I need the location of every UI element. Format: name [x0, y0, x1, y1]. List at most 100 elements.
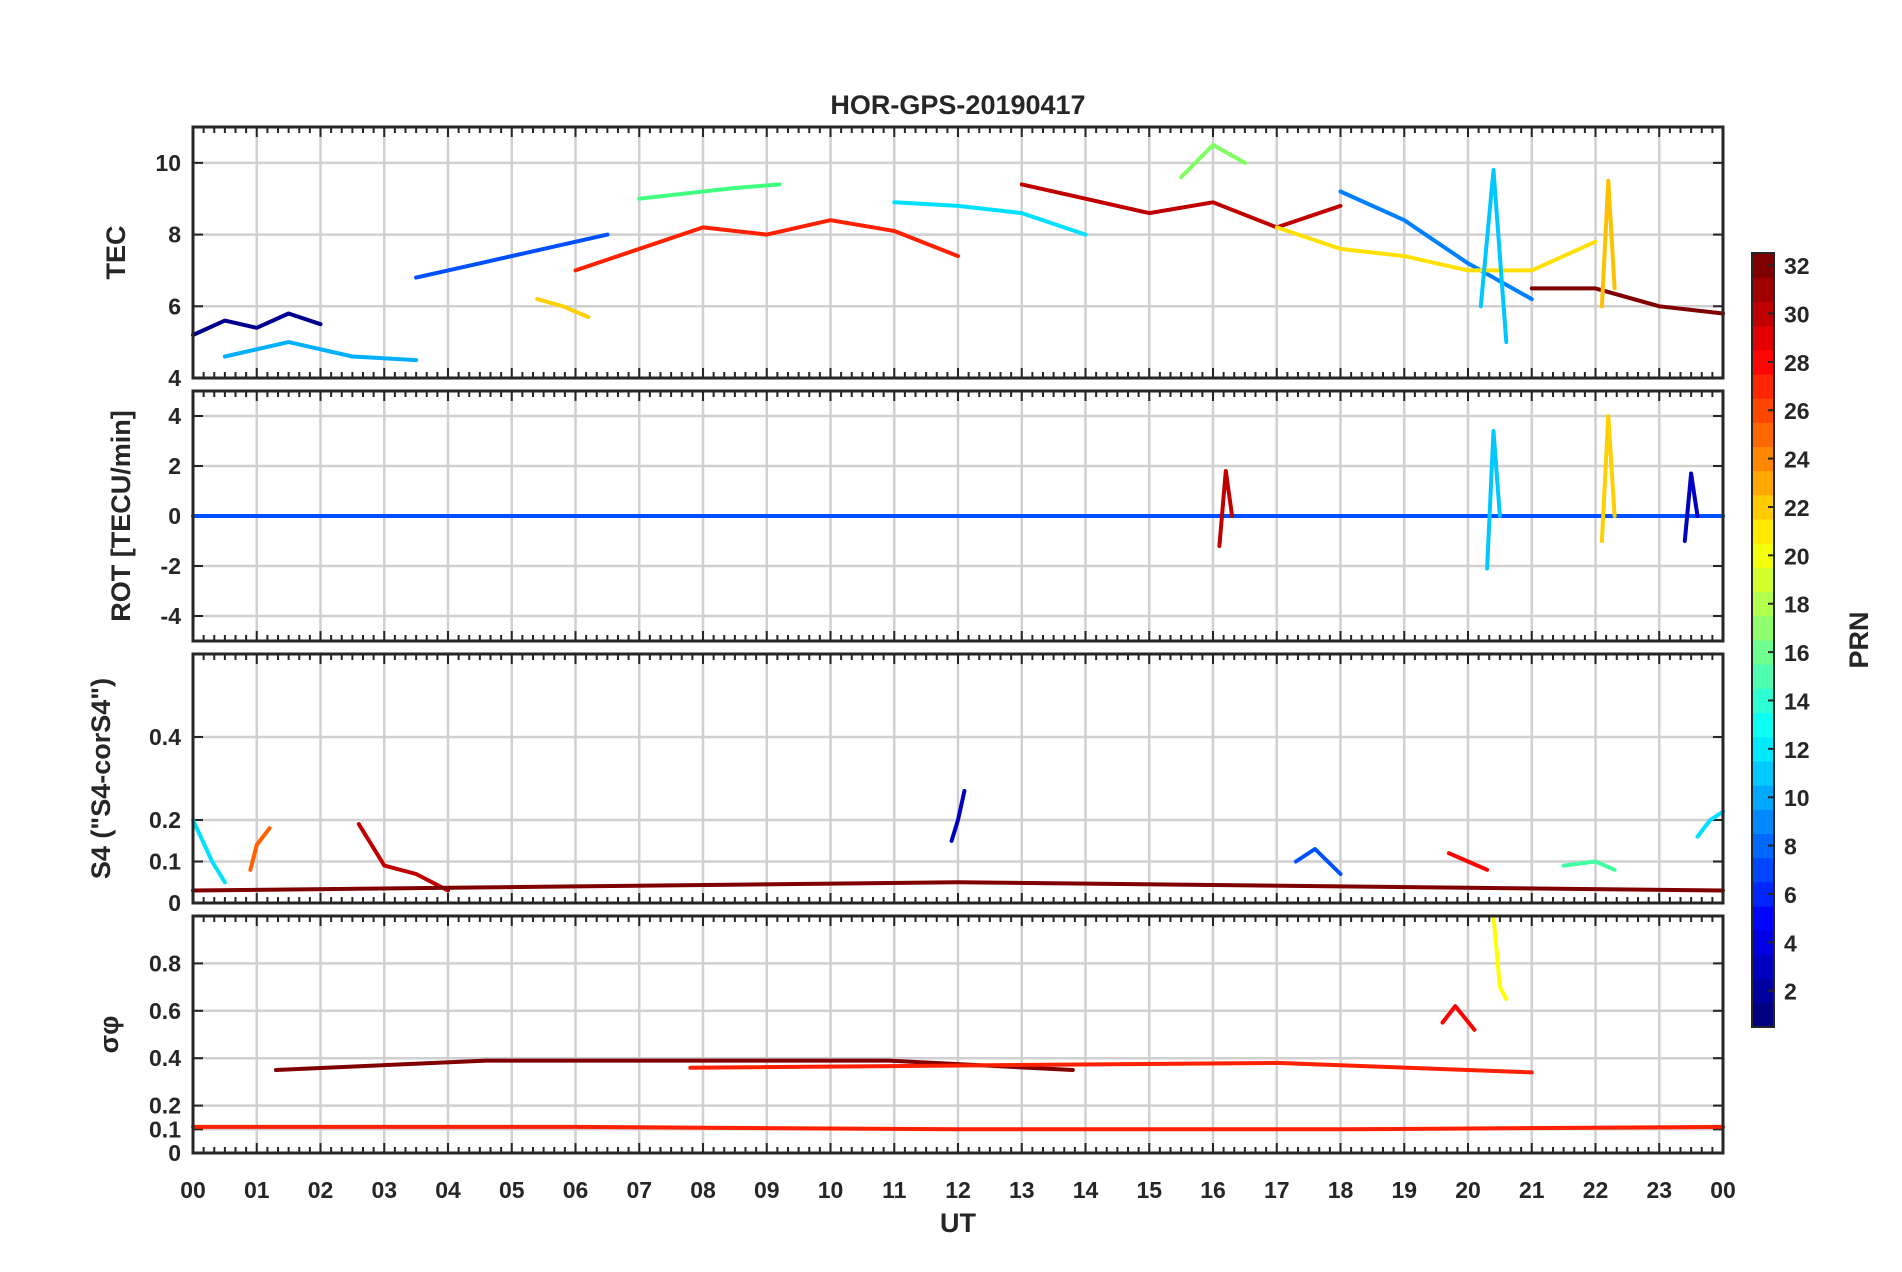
colorbar-tick-label: 26: [1784, 398, 1810, 424]
series-line: [1529, 286, 1725, 316]
colorbar-tick-label: 32: [1784, 253, 1810, 279]
series-line: [1019, 182, 1343, 230]
colorbar-segment: [1752, 785, 1774, 810]
x-tick-label: 09: [754, 1177, 780, 1203]
y-tick-label: 0.2: [149, 1093, 181, 1119]
series-line: [248, 826, 272, 872]
rot-panel: -4 -2 0 2 4 ROT [TECU/min]: [106, 389, 1725, 643]
x-tick-label: 18: [1328, 1177, 1354, 1203]
series-line: [191, 1124, 1725, 1132]
y-tick-label: 2: [168, 453, 181, 479]
series-line: [1599, 178, 1617, 309]
y-tick-label: 6: [168, 293, 181, 319]
y-tick-label: 0.8: [149, 950, 181, 976]
series-line: [1491, 914, 1509, 1001]
x-tick-label: 04: [435, 1177, 461, 1203]
x-tick-label: 01: [244, 1177, 270, 1203]
colorbar-segment: [1752, 833, 1774, 859]
x-tick-label: 21: [1519, 1177, 1545, 1203]
series-line: [573, 218, 960, 273]
x-tick-label: 20: [1455, 1177, 1481, 1203]
sigma-phi-panel: 00 01 02 03 04 05 06 07 08 09 10 11 12 13 14 15 16 17 18 19…: [94, 914, 1736, 1203]
s4-panel: 0 0.1 0.2 0.4 S4 ("S4-corS4"): [86, 652, 1725, 916]
colorbar-segment: [1752, 881, 1774, 907]
series-line: [1561, 859, 1617, 872]
colorbar-tick-label: 24: [1784, 447, 1810, 473]
x-tick-label: 19: [1391, 1177, 1417, 1203]
y-tick-label: 0: [168, 1140, 181, 1166]
series-line: [191, 311, 323, 337]
y-tick-label: 0: [168, 890, 181, 916]
colorbar-tick-label: 22: [1784, 495, 1810, 521]
y-tick-label: 4: [168, 403, 181, 429]
series-line: [222, 340, 419, 363]
x-tick-label: 14: [1073, 1177, 1099, 1203]
y-axis-label: ROT [TECU/min]: [106, 410, 136, 621]
colorbar-segment: [1752, 494, 1774, 520]
colorbar-segment: [1752, 640, 1774, 665]
x-tick-label: 00: [1710, 1177, 1736, 1203]
colorbar-segment: [1752, 325, 1774, 351]
x-tick-label: 23: [1646, 1177, 1672, 1203]
colorbar-segment: [1752, 930, 1774, 955]
y-tick-label: 0.1: [149, 1116, 181, 1142]
y-tick-label: 0.4: [149, 724, 181, 750]
series-line: [1217, 469, 1235, 548]
y-tick-label: -2: [161, 553, 181, 579]
colorbar-segment: [1752, 470, 1774, 496]
x-tick-label: 22: [1583, 1177, 1609, 1203]
axes-frame: [191, 125, 1725, 380]
colorbar-segment: [1752, 253, 1774, 278]
colorbar-segment: [1752, 373, 1774, 399]
y-tick-label: 0.4: [149, 1045, 181, 1071]
colorbar-segment: [1752, 954, 1774, 980]
colorbar-segment: [1752, 857, 1774, 883]
x-tick-label: 05: [499, 1177, 525, 1203]
colorbar-tick-label: 2: [1784, 979, 1797, 1005]
series-line: [1599, 414, 1617, 543]
colorbar-segment: [1752, 1002, 1774, 1028]
x-tick-label: 08: [690, 1177, 716, 1203]
colorbar-segment: [1752, 301, 1774, 327]
colorbar-tick-label: 4: [1784, 930, 1797, 956]
series-line: [688, 1060, 1534, 1075]
series-line: [637, 182, 782, 201]
y-tick-label: 0.1: [149, 849, 181, 875]
y-tick-label: 10: [155, 150, 181, 176]
colorbar-segment: [1752, 398, 1774, 423]
x-axis-label: UT: [940, 1208, 976, 1238]
colorbar-segment: [1752, 615, 1774, 641]
series-line: [892, 200, 1088, 237]
y-tick-label: 4: [168, 365, 181, 391]
colorbar-segment: [1752, 446, 1774, 472]
colorbar-segment: [1752, 519, 1774, 544]
series-line: [1446, 851, 1490, 872]
x-tick-label: 10: [818, 1177, 844, 1203]
x-tick-label: 15: [1136, 1177, 1162, 1203]
x-tick-label: 07: [626, 1177, 652, 1203]
series-line: [1179, 142, 1247, 180]
series-line: [1293, 847, 1343, 876]
colorbar-tick-label: 30: [1784, 301, 1810, 327]
series-line: [1274, 225, 1598, 273]
series-line: [1485, 429, 1502, 571]
x-tick-label: 16: [1200, 1177, 1226, 1203]
colorbar-segment: [1752, 906, 1774, 931]
x-tick-label: 12: [945, 1177, 971, 1203]
colorbar-tick-label: 12: [1784, 737, 1810, 763]
tec-panel: 4 6 8 10 TEC: [101, 125, 1725, 391]
colorbar-segment: [1752, 736, 1774, 762]
colorbar-segment: [1752, 422, 1774, 447]
series-line: [191, 818, 227, 885]
colorbar-tick-label: 6: [1784, 882, 1797, 908]
x-tick-label: 17: [1264, 1177, 1290, 1203]
series-line: [1478, 168, 1509, 345]
colorbar-segment: [1752, 688, 1774, 714]
colorbar-segment: [1752, 978, 1774, 1004]
colorbar-tick-label: 20: [1784, 543, 1810, 569]
colorbar-segment: [1752, 664, 1774, 689]
chart-title: HOR-GPS-20190417: [830, 90, 1085, 120]
colorbar-tick-label: 18: [1784, 592, 1810, 618]
colorbar-segment: [1752, 349, 1774, 375]
series-line: [191, 880, 1725, 893]
